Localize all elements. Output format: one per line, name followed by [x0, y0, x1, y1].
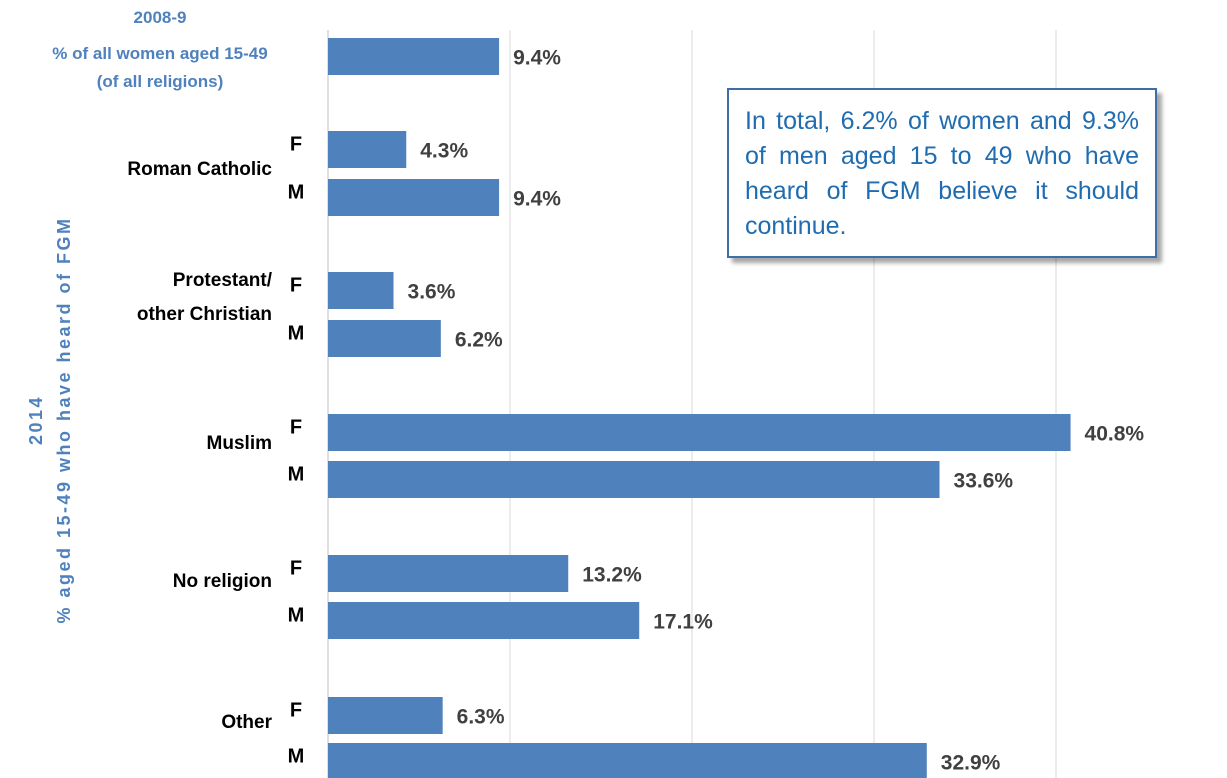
bar: [328, 602, 640, 639]
sex-label: M: [288, 323, 305, 345]
data-label: 4.3%: [420, 140, 468, 163]
data-label: 3.6%: [408, 281, 456, 304]
data-label: 6.3%: [457, 706, 505, 729]
sex-label: F: [290, 275, 302, 297]
bar: [328, 179, 500, 216]
category-label: Muslim: [207, 433, 272, 454]
bar: [328, 272, 394, 309]
sex-label: M: [288, 605, 305, 627]
bar: [328, 38, 500, 75]
chart-subtitle-line1: % of all women aged 15-49: [52, 44, 268, 63]
chart-subtitle-line2: (of all religions): [96, 72, 224, 91]
bar: [328, 320, 441, 357]
category-label: Protestant/: [173, 270, 273, 291]
bar: [328, 414, 1071, 451]
category-label: other Christian: [137, 304, 272, 325]
sex-label: M: [288, 746, 305, 768]
data-label: 6.2%: [455, 329, 503, 352]
data-label: 13.2%: [582, 564, 642, 587]
category-label: Other: [221, 712, 272, 733]
summary-note-box: In total, 6.2% of women and 9.3% of men …: [727, 88, 1157, 258]
sex-label: M: [288, 464, 305, 486]
data-label: 32.9%: [941, 752, 1001, 775]
category-label: Roman Catholic: [127, 159, 272, 180]
sex-label: F: [290, 134, 302, 156]
bar: [328, 555, 569, 592]
y-axis-label-line1: 2014: [26, 394, 46, 446]
data-label: 40.8%: [1085, 423, 1145, 446]
chart-period-label: 2008-9: [133, 8, 187, 27]
bar: [328, 461, 940, 498]
data-label: 9.4%: [513, 188, 561, 211]
category-label: No religion: [173, 571, 272, 592]
bar: [328, 743, 927, 778]
y-axis-label: 2014 % aged 15-49 who have heard of FGM: [22, 160, 78, 680]
data-label: 17.1%: [653, 611, 713, 634]
sex-label: F: [290, 700, 302, 722]
sex-label: F: [290, 558, 302, 580]
bar: [328, 131, 407, 168]
bar: [328, 697, 443, 734]
sex-label: F: [290, 417, 302, 439]
y-axis-label-line2: % aged 15-49 who have heard of FGM: [54, 216, 74, 624]
data-label: 33.6%: [954, 470, 1014, 493]
data-label: 9.4%: [513, 47, 561, 70]
sex-label: M: [288, 182, 305, 204]
